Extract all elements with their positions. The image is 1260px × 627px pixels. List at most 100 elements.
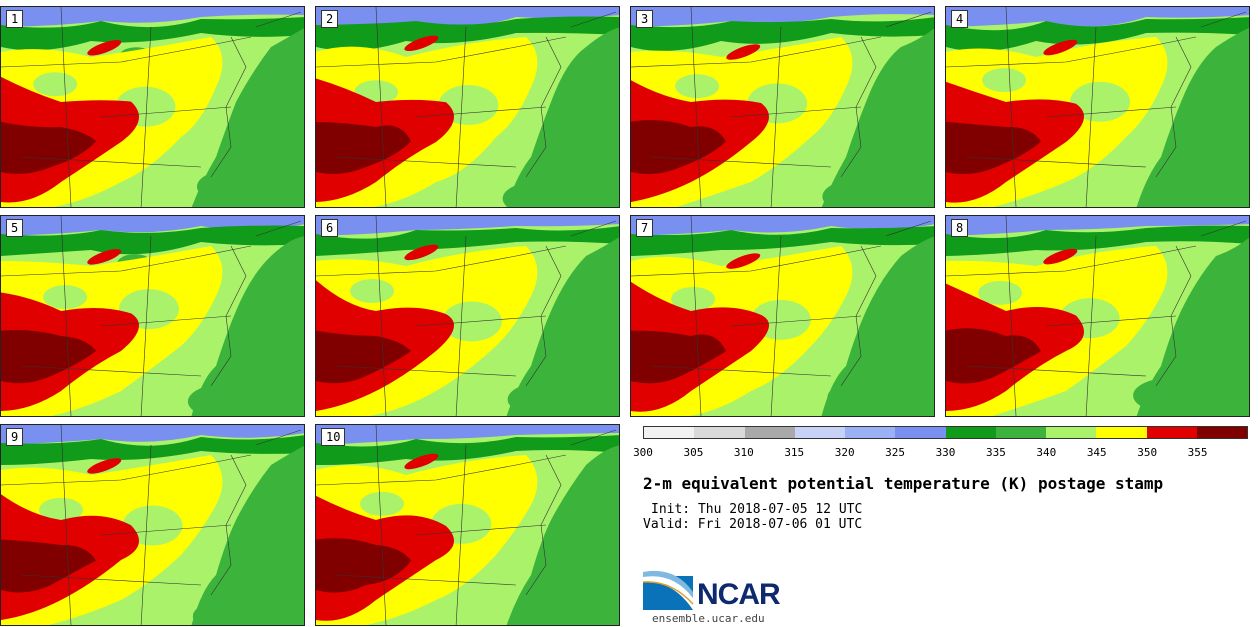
field-light-green-patch [33, 72, 78, 97]
map-9 [1, 425, 304, 625]
field-cool-region [316, 425, 619, 445]
boundary-line [210, 454, 247, 596]
field-light-green-patch [982, 68, 1027, 93]
member-panel-3: 3 [630, 6, 935, 208]
boundary-line [255, 11, 302, 28]
member-label: 3 [636, 10, 654, 28]
colorbar-tick-label: 315 [784, 446, 805, 459]
boundary-line [375, 7, 387, 207]
colorbar-tick-label: 330 [935, 446, 956, 459]
field-dark-green-region [946, 225, 1249, 256]
member-panel-4: 4 [945, 6, 1250, 208]
boundary-line [140, 235, 152, 416]
boundary-line [650, 365, 832, 377]
boundary-line [335, 365, 517, 377]
member-panel-2: 2 [315, 6, 620, 208]
colorbar-segment [694, 427, 745, 438]
field-red-streak [87, 458, 122, 474]
field-red-streak [87, 40, 122, 56]
map-3 [631, 7, 934, 207]
boundary-line [335, 574, 517, 586]
member-panel-10: 10 [315, 424, 620, 626]
boundary-line [840, 245, 877, 387]
member-label: 7 [636, 219, 654, 237]
field-cool-region [1, 425, 304, 445]
map-7 [631, 216, 934, 416]
field-ocean-region [1136, 27, 1249, 207]
boundary-line [316, 454, 567, 486]
field-dark-red-core [316, 121, 411, 174]
field-red-streak [1043, 248, 1078, 265]
boundary-line [140, 26, 152, 207]
boundary-line [455, 444, 467, 625]
boundary-line [1200, 11, 1247, 28]
colorbar-segment [845, 427, 896, 438]
field-dark-green-region [1, 225, 304, 256]
colorbar-tick-label: 345 [1086, 446, 1107, 459]
member-label: 10 [321, 428, 346, 446]
colorbar-tick-label: 355 [1187, 446, 1208, 459]
boundary-line [20, 574, 202, 586]
field-green-blob [1133, 377, 1214, 414]
member-label: 9 [6, 428, 24, 446]
field-dark-red-core [316, 538, 411, 593]
boundary-line [690, 7, 702, 207]
field-cool-region [631, 7, 934, 27]
colorbar-segment [794, 427, 845, 438]
field-dark-green-region [1, 435, 304, 465]
map-10 [316, 425, 619, 625]
boundary-line [255, 220, 302, 237]
member-panel-6: 6 [315, 215, 620, 417]
field-green-blob [502, 180, 583, 207]
field-cool-region [316, 216, 619, 236]
boundary-line [570, 429, 617, 446]
colorbar-tick-label: 320 [834, 446, 855, 459]
field-ocean-region [506, 445, 619, 625]
boundary-line [690, 216, 702, 416]
member-label: 5 [6, 219, 24, 237]
field-light-green-patch [350, 279, 395, 304]
boundary-line [1, 36, 252, 68]
colorbar-tick-label: 335 [985, 446, 1006, 459]
field-red-streak [726, 253, 761, 269]
member-label: 8 [951, 219, 969, 237]
boundary-line [570, 220, 617, 237]
boundary-line [570, 11, 617, 28]
member-panel-7: 7 [630, 215, 935, 417]
boundary-line [631, 36, 882, 68]
boundary-line [335, 156, 517, 168]
colorbar-tick-label: 300 [633, 446, 653, 459]
colorbar-segment [644, 427, 695, 438]
field-green-blob [192, 598, 273, 625]
map-4 [946, 7, 1249, 207]
field-ocean-region [821, 236, 934, 416]
chart-title: 2-m equivalent potential temperature (K)… [643, 474, 1164, 493]
field-dark-red-core [1, 539, 96, 593]
field-green-blob [827, 379, 908, 416]
boundary-line [1005, 216, 1017, 416]
field-ocean-region [191, 28, 304, 207]
boundary-line [631, 245, 882, 277]
field-dark-green-region [631, 17, 934, 51]
field-ocean-region [506, 237, 619, 416]
field-light-green-patch [978, 280, 1023, 305]
boundary-line [1, 245, 252, 277]
boundary-line [885, 11, 932, 28]
field-dark-red-core [631, 330, 726, 384]
member-panel-5: 5 [0, 215, 305, 417]
field-light-green-patch [675, 74, 720, 99]
field-green-blob [196, 168, 277, 205]
site-url: ensemble.ucar.edu [652, 612, 765, 625]
field-dark-red-core [316, 330, 411, 384]
map-8 [946, 216, 1249, 416]
map-1 [1, 7, 304, 207]
field-ocean-region [1136, 237, 1249, 416]
colorbar [643, 426, 1248, 439]
ncar-logo-icon [643, 570, 694, 610]
member-panel-1: 1 [0, 6, 305, 208]
valid-time: Valid: Fri 2018-07-06 01 UTC [643, 517, 863, 532]
field-red-streak [87, 249, 122, 265]
colorbar-tick-label: 305 [683, 446, 704, 459]
boundary-line [455, 235, 467, 416]
boundary-line [1045, 315, 1177, 327]
